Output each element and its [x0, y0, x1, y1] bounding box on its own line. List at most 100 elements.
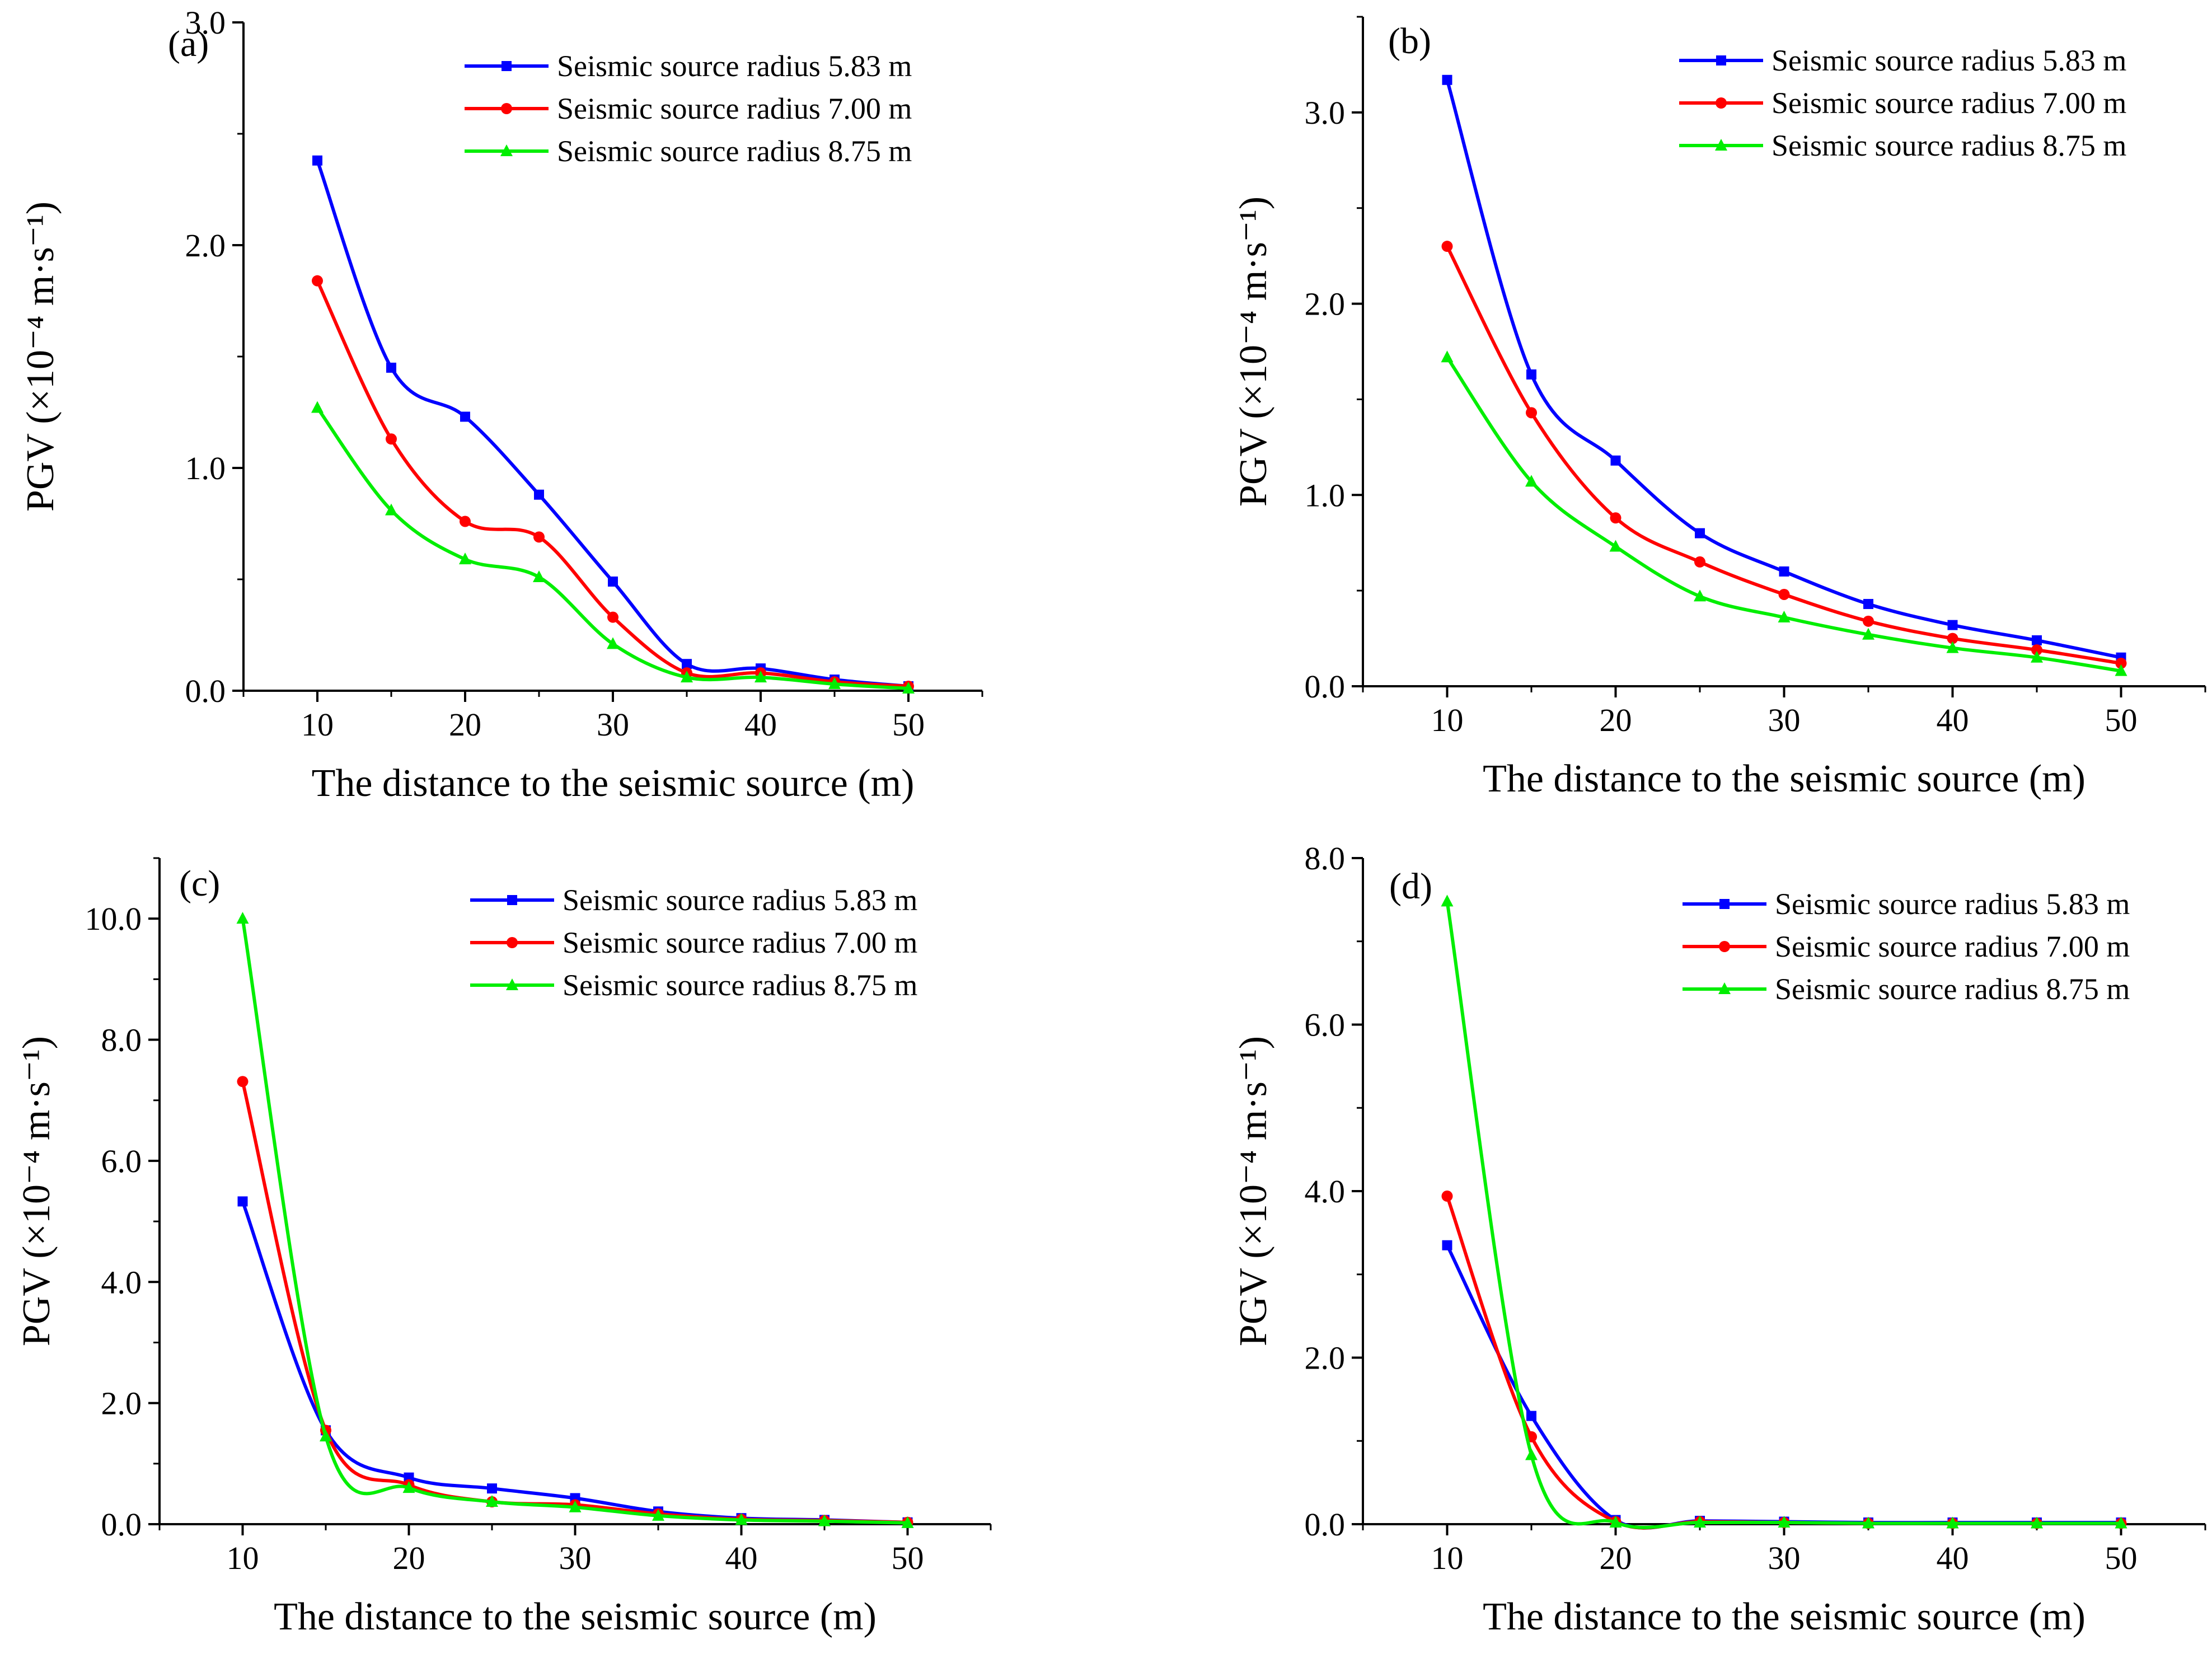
y-tick-label: 0.0 [1305, 668, 1346, 705]
x-tick-label: 20 [449, 706, 481, 743]
legend-label: Seismic source radius 5.83 m [1775, 887, 2130, 921]
x-tick-label: 40 [744, 706, 777, 743]
chart-panel-c: 10 20 30 40 50 0.0 2.0 4.0 6.0 8.0 10.0 The distanc… [15, 857, 992, 1638]
y-tick-label: 3.0 [1305, 95, 1346, 131]
y-tick-label: 6.0 [101, 1143, 142, 1179]
data-point [754, 671, 767, 683]
x-tick-label: 30 [1768, 1540, 1801, 1576]
panel-label: (a) [168, 24, 209, 64]
data-point [1441, 1190, 1453, 1202]
y-tick-label: 2.0 [101, 1385, 142, 1422]
data-point [1441, 894, 1454, 907]
data-point [1442, 74, 1452, 85]
series-line [1445, 901, 2121, 1529]
series-1 [1442, 74, 2126, 663]
x-tick-label: 30 [559, 1540, 592, 1576]
y-tick-label: 1.0 [185, 450, 226, 486]
data-point [2032, 635, 2042, 645]
x-tick-label: 50 [892, 706, 925, 743]
x-tick-label: 10 [227, 1540, 259, 1576]
legend-marker [507, 937, 518, 948]
legend-label: Seismic source radius 7.00 m [1772, 86, 2126, 120]
y-tick-label: 6.0 [1305, 1007, 1346, 1043]
series-2 [1441, 1190, 2127, 1530]
legend-marker [1719, 941, 1730, 952]
legend-marker [501, 103, 512, 114]
series-3 [1441, 894, 2127, 1529]
legend-label: Seismic source radius 5.83 m [563, 883, 917, 917]
legend: Seismic source radius 5.83 m Seismic sour… [1683, 887, 2130, 1006]
legend-marker [1716, 97, 1727, 109]
data-point [311, 401, 324, 413]
data-point [1526, 369, 1536, 380]
data-point [1778, 588, 1790, 600]
data-point [386, 362, 396, 373]
data-point [312, 155, 322, 166]
data-point [402, 1481, 415, 1493]
x-tick-label: 30 [597, 706, 629, 743]
legend: Seismic source radius 5.83 m Seismic sour… [470, 883, 917, 1002]
data-point [818, 1514, 831, 1526]
x-axis-title: The distance to the seismic source (m) [1483, 757, 2086, 800]
legend-marker [1715, 139, 1727, 151]
data-point [312, 275, 323, 287]
data-point [2115, 657, 2127, 669]
data-point [236, 912, 249, 924]
x-tick-label: 20 [1600, 1540, 1632, 1576]
x-tick-label: 10 [1431, 702, 1464, 738]
series-line [1445, 1195, 2121, 1530]
x-tick-label: 20 [1600, 702, 1632, 738]
y-tick-label: 10.0 [85, 901, 142, 937]
data-point [681, 671, 693, 683]
series-3 [311, 401, 915, 694]
data-point [1610, 512, 1621, 524]
legend-marker [502, 61, 512, 71]
legend-marker [506, 978, 518, 990]
legend-marker [1718, 982, 1731, 994]
data-point [1609, 540, 1622, 552]
legend-label: Seismic source radius 7.00 m [557, 92, 912, 125]
data-point [1863, 599, 1873, 610]
data-point [1441, 241, 1453, 252]
data-point [1779, 566, 1789, 577]
x-axis-title: The distance to the seismic source (m) [312, 762, 915, 805]
data-point [1863, 615, 1874, 627]
data-point [1526, 407, 1537, 419]
panel-label: (c) [179, 863, 220, 904]
series-2 [237, 1076, 913, 1528]
chart-panel-a: 10 20 30 40 50 0.0 1.0 2.0 3.0 The distance to th… [19, 4, 983, 805]
x-tick-label: 10 [1431, 1540, 1464, 1576]
data-point [901, 1516, 914, 1528]
series-line [316, 160, 909, 688]
x-tick-label: 40 [1937, 1540, 1969, 1576]
y-axis-title: PGV (×10⁻⁴ m·s⁻¹) [19, 202, 62, 512]
data-point [607, 611, 618, 623]
series-1 [1442, 1240, 2126, 1530]
data-point [569, 1500, 582, 1512]
legend-marker [500, 144, 513, 156]
legend-marker [1719, 899, 1730, 909]
data-point [533, 531, 545, 543]
x-tick-label: 50 [2105, 1540, 2138, 1576]
x-tick-label: 50 [2105, 702, 2138, 738]
y-tick-label: 0.0 [101, 1506, 142, 1543]
y-tick-label: 1.0 [1305, 477, 1346, 513]
data-point [237, 1196, 248, 1207]
series-line [241, 918, 908, 1525]
y-tick-label: 8.0 [101, 1022, 142, 1058]
series-line [1445, 1244, 2121, 1530]
y-axis-title: PGV (×10⁻⁴ m·s⁻¹) [1232, 1036, 1275, 1346]
series-line [316, 280, 909, 688]
legend-marker [1716, 55, 1726, 65]
series-3 [1441, 350, 2127, 676]
data-point [460, 411, 470, 422]
data-point [1695, 528, 1705, 538]
series-line [1445, 79, 2122, 659]
data-point [459, 552, 471, 565]
data-point [2031, 650, 2043, 663]
legend-label: Seismic source radius 8.75 m [1772, 129, 2126, 162]
data-point [607, 637, 619, 649]
data-point [460, 516, 471, 527]
data-point [385, 503, 397, 516]
data-point [1694, 556, 1705, 568]
